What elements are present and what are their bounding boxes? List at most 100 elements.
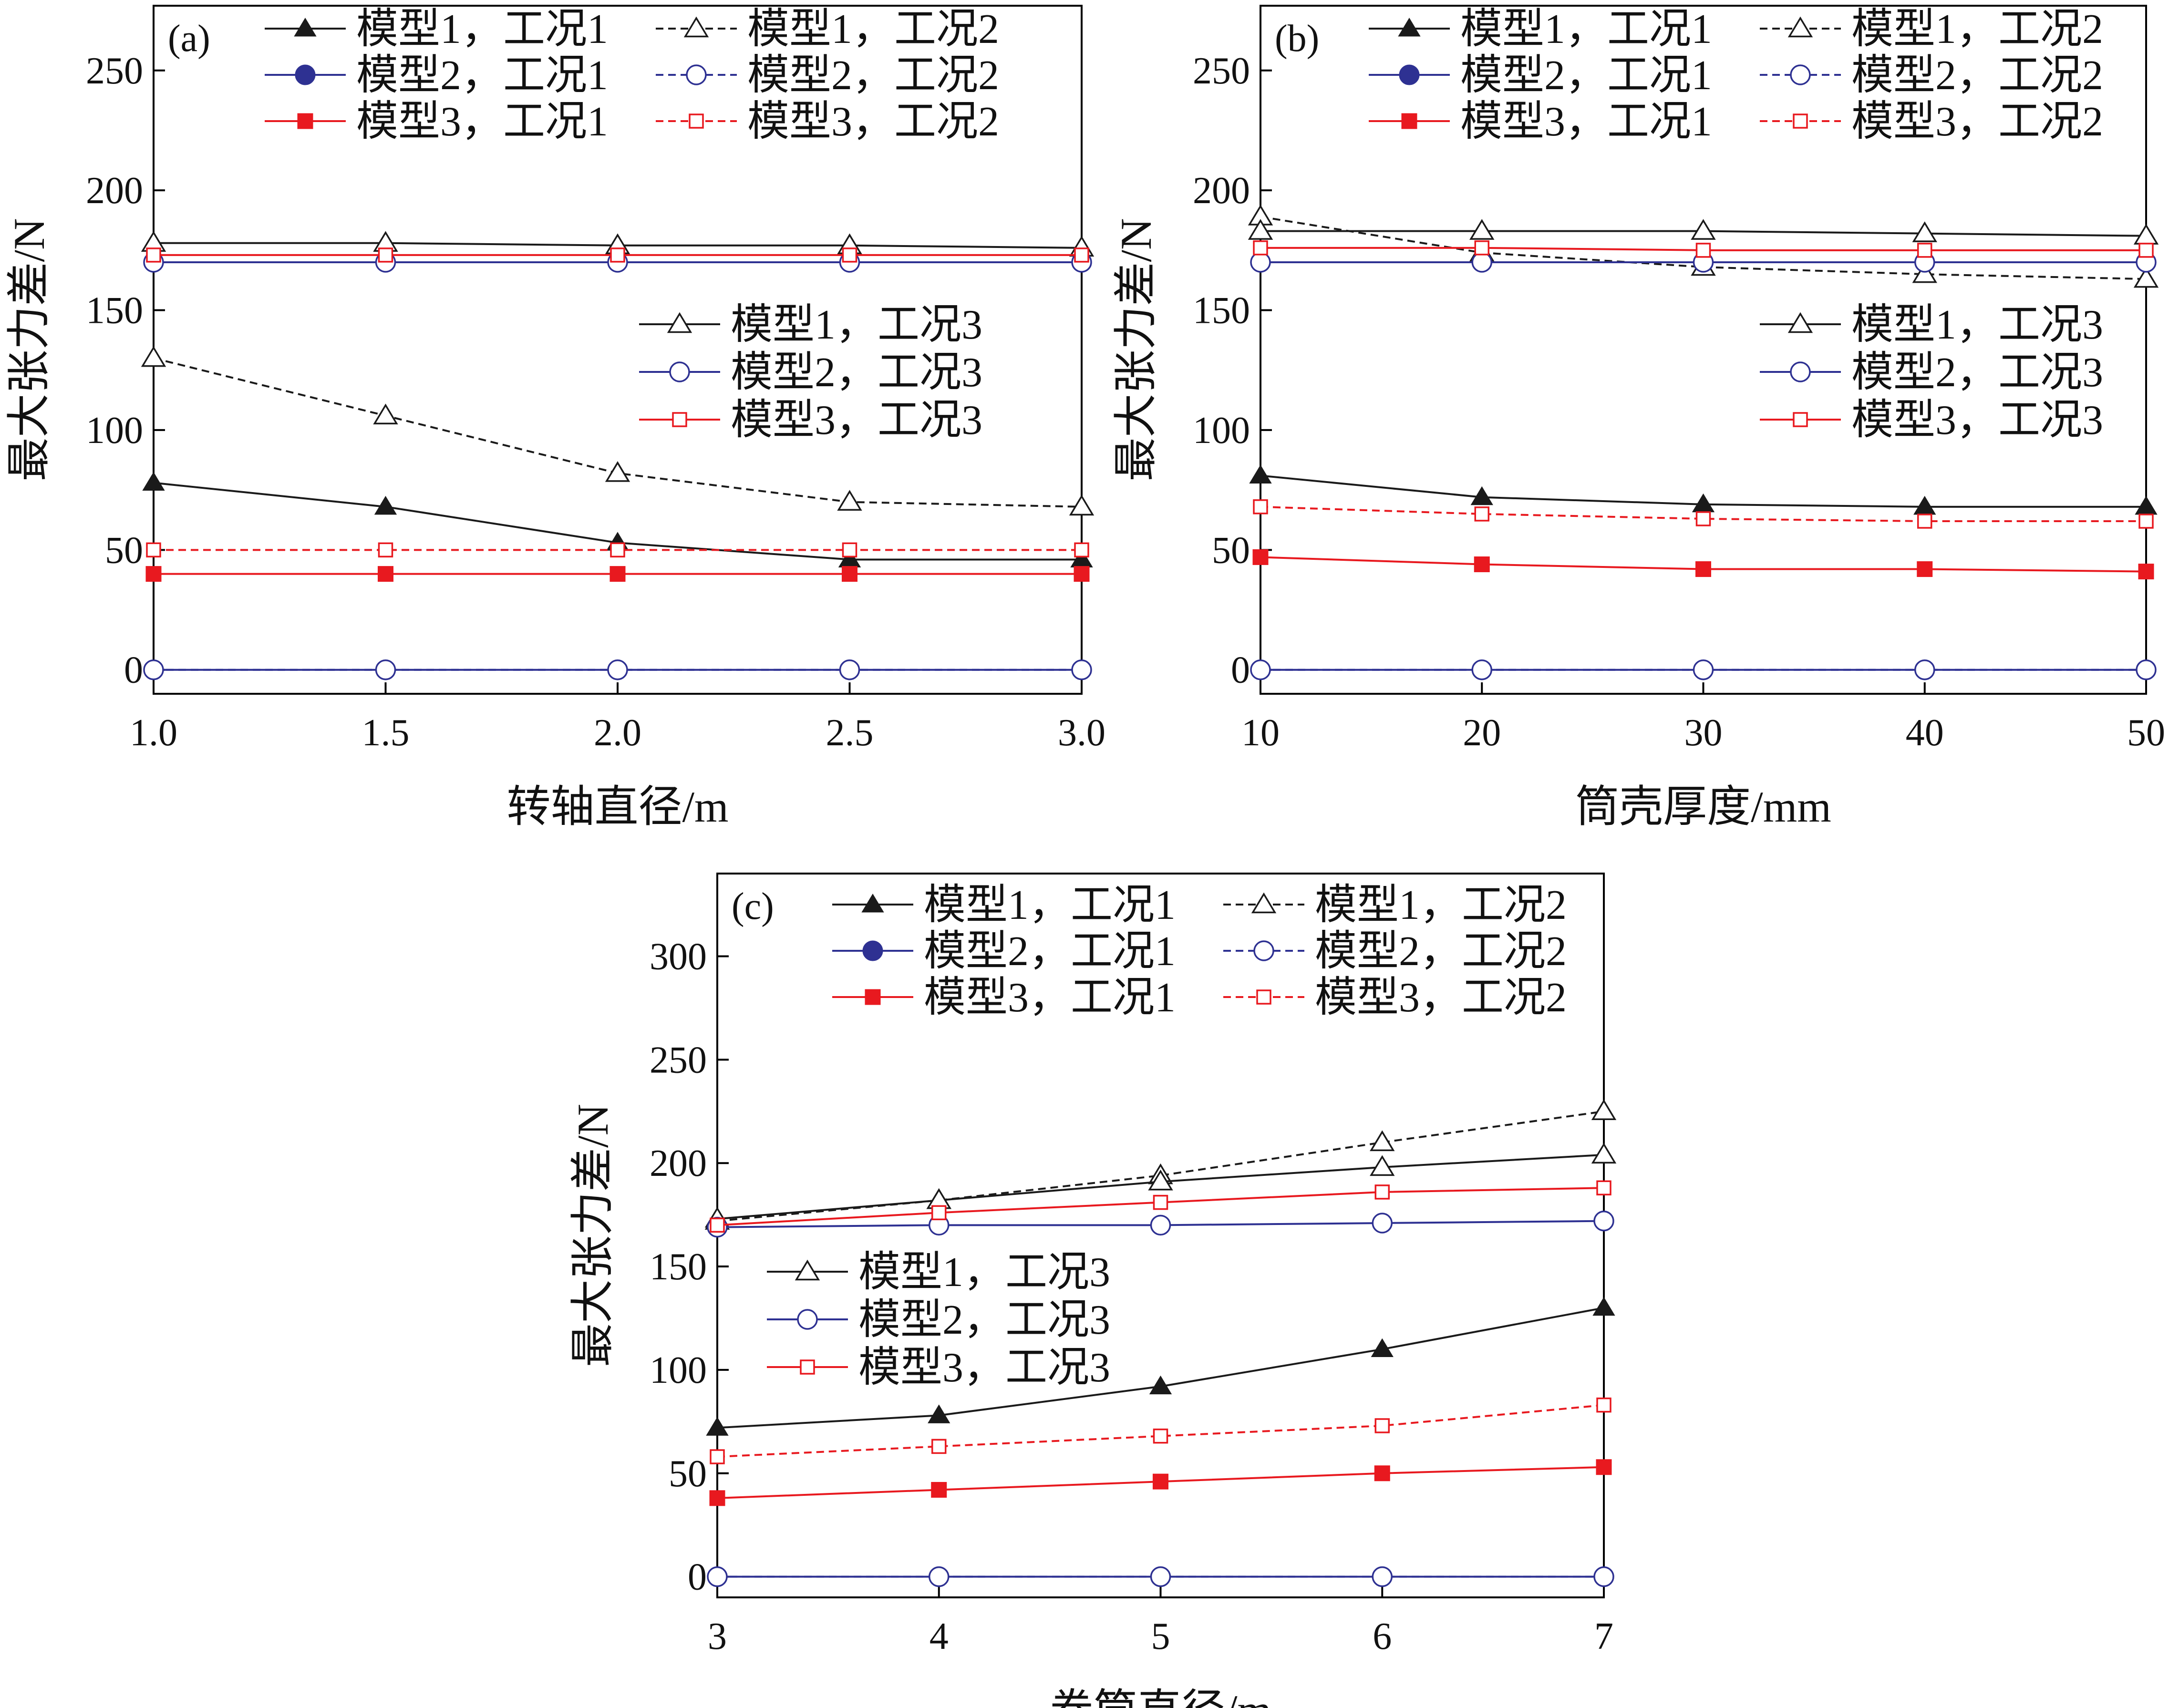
data-point-m1c3: [2133, 224, 2159, 245]
data-point-m2c3: [1150, 1214, 1171, 1236]
legend-label-m1c1: 模型1，工况1: [924, 882, 1176, 928]
data-point-m1c1: [1692, 493, 1715, 513]
data-point-m3c3: [378, 247, 393, 263]
data-point-m1c2: [605, 461, 630, 482]
legend-label-m3c1: 模型3，工况1: [924, 975, 1176, 1021]
data-point-m1c3: [1248, 219, 1273, 240]
x-tick-label: 10: [1241, 712, 1280, 754]
legend-marker-m2c1: [862, 940, 883, 961]
data-point-m3c1: [709, 1490, 725, 1506]
legend-label-m3c2: 模型3，工况2: [747, 99, 999, 145]
data-point-m1c1: [2135, 495, 2158, 515]
x-tick-label: 6: [1373, 1615, 1392, 1657]
data-point-m3c2: [1474, 506, 1489, 522]
data-point-m2c2: [1372, 1566, 1393, 1587]
data-point-m3c2: [842, 542, 857, 558]
data-point-m3c1: [378, 566, 393, 582]
x-tick-label: 30: [1684, 712, 1723, 754]
data-point-m1c1: [1149, 1375, 1172, 1395]
y-tick-label: 250: [1193, 50, 1250, 92]
data-point-m3c2: [1917, 514, 1932, 529]
legend-marker-m2c2: [1790, 64, 1811, 85]
data-point-m2c2: [1914, 659, 1935, 680]
data-point-m1c3: [1370, 1155, 1395, 1176]
y-tick-label: 200: [650, 1142, 707, 1184]
x-tick-label: 2.0: [594, 712, 641, 754]
series-m3c1: [709, 1459, 1612, 1506]
data-point-m3c3: [1074, 247, 1089, 263]
y-tick-label: 100: [1193, 410, 1250, 452]
legend-marker-m1c2: [1251, 892, 1277, 914]
data-point-m3c1: [1252, 549, 1269, 565]
data-point-m3c3: [842, 247, 857, 263]
data-point-m3c1: [1074, 566, 1090, 582]
data-point-m2c3: [1471, 252, 1492, 273]
data-point-m3c3: [1374, 1184, 1390, 1200]
y-tick-label: 50: [105, 529, 143, 571]
series-m2c2: [1250, 659, 2157, 680]
panel-a: 0 50 100 150 200 250 1.0 1.5 2.0 2.5 3.0 转轴直径/m 最大张力…: [5, 5, 1105, 831]
data-point-m3c3: [1474, 240, 1489, 256]
y-tick-label: 100: [86, 410, 143, 452]
legend-label-m2c2: 模型2，工况2: [1851, 52, 2103, 99]
legend-marker-m3c2: [1256, 989, 1271, 1005]
legend-marker-m3c2: [689, 113, 704, 129]
series-line-m3c2: [1260, 505, 2146, 522]
legend-marker-m2c2: [1253, 940, 1274, 961]
legend-label-m3c3: 模型3，工况3: [731, 397, 982, 443]
series-m1c2: [141, 346, 1095, 516]
series-m3c3: [1253, 240, 2154, 258]
panel-c: 0 50 100 150 200 250 300 3 4 5 6 7 卷筒直径/m 最大张力差/N (c) 模…: [568, 873, 1617, 1708]
legend-label-m1c1: 模型1，工况1: [1460, 6, 1712, 52]
data-point-m2c2: [929, 1566, 950, 1587]
y-axis-label: 最大张力差/N: [568, 1104, 617, 1367]
x-tick-label: 7: [1594, 1615, 1613, 1657]
legend-marker-m3c1: [297, 113, 313, 129]
legend-label-m3c1: 模型3，工况1: [1460, 99, 1712, 145]
legend-label-m2c1: 模型2，工况1: [356, 52, 608, 99]
legend-label-m1c3: 模型1，工况3: [858, 1249, 1110, 1296]
y-tick-label: 250: [650, 1039, 707, 1081]
y-tick-label: 300: [650, 936, 707, 977]
y-tick-label: 50: [669, 1453, 707, 1495]
legend-marker-m3c1: [1401, 113, 1417, 129]
y-tick-label: 200: [86, 170, 143, 212]
legend-label-m1c3: 模型1，工况3: [1851, 302, 2103, 348]
legend-marker-m1c1: [1398, 18, 1421, 37]
y-axis-label: 最大张力差/N: [5, 218, 53, 481]
legend-marker-m1c1: [294, 18, 317, 37]
data-point-m1c3: [1691, 219, 1716, 240]
data-point-m1c3: [1469, 219, 1495, 240]
data-point-m3c3: [1695, 243, 1711, 258]
y-tick-label: 150: [86, 290, 143, 332]
legend-label-m3c3: 模型3，工况3: [1851, 397, 2103, 443]
data-point-m3c3: [1253, 240, 1268, 256]
data-point-m1c1: [928, 1404, 950, 1423]
series-m1c3: [1248, 219, 2159, 245]
data-point-m3c3: [931, 1205, 947, 1221]
legend-label-m2c3: 模型2，工况3: [858, 1297, 1110, 1343]
x-axis-label: 筒壳厚度/mm: [1575, 782, 1831, 831]
series-m3c3: [710, 1180, 1611, 1233]
data-point-m2c2: [1150, 1566, 1171, 1587]
data-point-m1c2: [1370, 1130, 1395, 1152]
data-point-m3c2: [931, 1439, 947, 1454]
legend-marker-m1c3: [667, 312, 692, 333]
x-tick-label: 1.0: [130, 712, 177, 754]
data-point-m3c2: [1596, 1397, 1611, 1413]
legend-label-m2c3: 模型2，工况3: [731, 350, 982, 396]
x-tick-label: 1.5: [362, 712, 410, 754]
data-point-m1c2: [1591, 1099, 1617, 1121]
data-point-m1c3: [1912, 221, 1937, 242]
series-m3c1: [145, 566, 1090, 582]
x-axis-label: 转轴直径/m: [506, 782, 728, 831]
data-point-m1c1: [142, 472, 165, 491]
series-m3c2: [1253, 499, 2154, 529]
data-point-m3c2: [2138, 514, 2154, 529]
x-tick-label: 40: [1906, 712, 1944, 754]
data-point-m3c1: [145, 566, 162, 582]
data-point-m2c3: [1250, 252, 1271, 273]
